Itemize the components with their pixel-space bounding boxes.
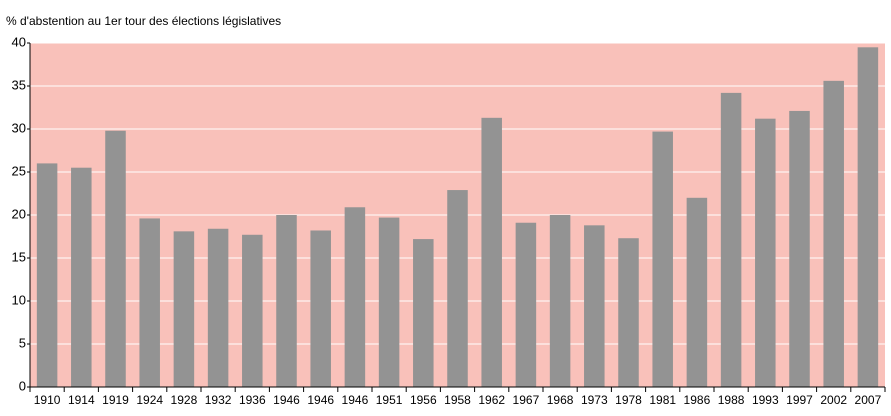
bar <box>584 225 605 387</box>
y-tick-label: 15 <box>12 249 26 264</box>
x-tick-label: 1968 <box>547 393 574 407</box>
y-tick-label: 35 <box>12 77 26 92</box>
bar <box>447 190 468 387</box>
bar <box>276 215 297 387</box>
y-tick-label: 5 <box>19 335 26 350</box>
x-tick-label: 1910 <box>34 393 61 407</box>
y-tick-label: 30 <box>12 120 26 135</box>
x-tick-label: 1946 <box>342 393 369 407</box>
x-tick-label: 1967 <box>513 393 540 407</box>
y-axis-label: % d'abstention au 1er tour des élections… <box>6 14 281 28</box>
bar <box>173 231 195 387</box>
x-tick-label: 1962 <box>478 393 505 407</box>
bar <box>481 117 502 387</box>
x-tick-label: 1973 <box>581 393 608 407</box>
bar <box>71 167 92 387</box>
x-tick-label: 1978 <box>615 393 642 407</box>
bar <box>755 118 776 388</box>
x-tick-label: 1956 <box>410 393 437 407</box>
bar <box>652 131 673 387</box>
bar <box>378 217 400 387</box>
bar <box>789 110 810 387</box>
x-tick-label: 1993 <box>752 393 779 407</box>
bar <box>686 197 708 387</box>
x-tick-label: 1936 <box>239 393 266 407</box>
bar <box>310 230 331 387</box>
x-tick-label: 1919 <box>102 393 129 407</box>
x-tick-label: 1997 <box>786 393 813 407</box>
bar <box>720 92 742 387</box>
bar <box>139 218 160 387</box>
x-tick-label: 1924 <box>136 393 163 407</box>
x-tick-label: 2002 <box>820 393 847 407</box>
x-tick-label: 1928 <box>171 393 198 407</box>
x-tick-label: 1932 <box>205 393 232 407</box>
x-tick-label: 2007 <box>855 393 882 407</box>
x-tick-label: 1914 <box>68 393 95 407</box>
bar <box>344 207 366 387</box>
y-tick-label: 0 <box>19 378 26 393</box>
y-tick-label: 10 <box>12 292 26 307</box>
x-tick-label: 1951 <box>376 393 403 407</box>
bar <box>618 238 639 387</box>
bar <box>515 222 537 387</box>
y-tick-label: 25 <box>12 163 26 178</box>
bar <box>857 47 879 388</box>
bar <box>823 80 844 387</box>
y-tick-label: 20 <box>12 206 26 221</box>
bar <box>413 239 434 387</box>
bar <box>36 163 58 387</box>
x-tick-label: 1988 <box>718 393 745 407</box>
x-tick-label: 1981 <box>649 393 676 407</box>
x-tick-label: 1946 <box>307 393 334 407</box>
bar <box>549 215 571 387</box>
x-tick-label: 1958 <box>444 393 471 407</box>
x-tick-label: 1986 <box>684 393 711 407</box>
bar <box>105 130 126 387</box>
x-tick-label: 1946 <box>273 393 300 407</box>
bar <box>207 228 229 387</box>
bar <box>242 234 263 387</box>
y-tick-label: 40 <box>12 34 26 49</box>
